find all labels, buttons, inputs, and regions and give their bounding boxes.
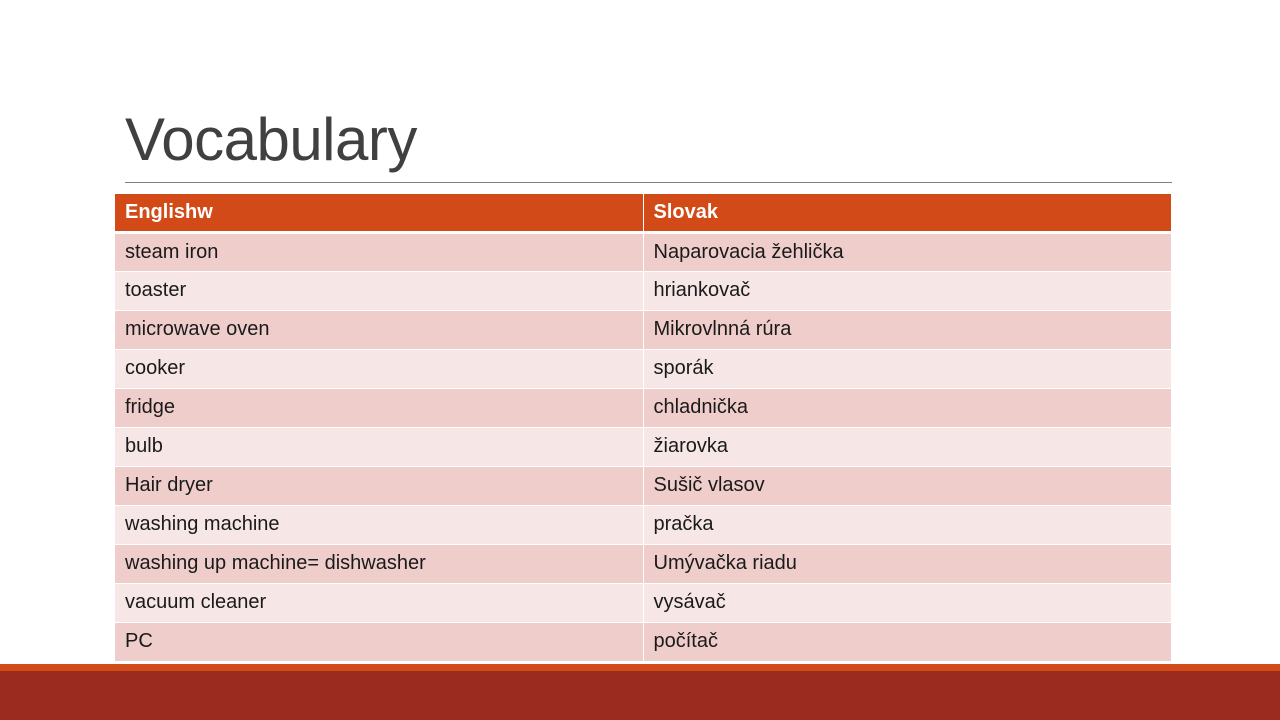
english-cell: PC <box>115 622 644 662</box>
header-english: Englishw <box>115 194 644 234</box>
slovak-cell: Sušič vlasov <box>643 466 1172 506</box>
slovak-cell: hriankovač <box>643 271 1172 311</box>
slovak-cell: vysávač <box>643 583 1172 623</box>
slovak-cell: chladnička <box>643 388 1172 428</box>
english-cell: Hair dryer <box>115 466 644 506</box>
table-row: washing up machine= dishwasher Umývačka … <box>115 544 1172 584</box>
title-divider <box>125 182 1172 183</box>
vocabulary-table: Englishw Slovak steam iron Naparovacia ž… <box>115 194 1172 662</box>
table-row: vacuum cleaner vysávač <box>115 583 1172 623</box>
english-cell: fridge <box>115 388 644 428</box>
table-row: PC počítač <box>115 622 1172 662</box>
english-cell: vacuum cleaner <box>115 583 644 623</box>
table-row: fridge chladnička <box>115 388 1172 428</box>
table-row: steam iron Naparovacia žehlička <box>115 232 1172 272</box>
table-row: washing machine pračka <box>115 505 1172 545</box>
english-cell: washing up machine= dishwasher <box>115 544 644 584</box>
table-header-row: Englishw Slovak <box>115 194 1172 234</box>
slovak-cell: Umývačka riadu <box>643 544 1172 584</box>
table-row: microwave oven Mikrovlnná rúra <box>115 310 1172 350</box>
slovak-cell: počítač <box>643 622 1172 662</box>
english-cell: steam iron <box>115 232 644 272</box>
slovak-cell: žiarovka <box>643 427 1172 467</box>
english-cell: washing machine <box>115 505 644 545</box>
slide-title: Vocabulary <box>125 106 417 173</box>
english-cell: toaster <box>115 271 644 311</box>
header-slovak: Slovak <box>643 194 1172 234</box>
slovak-cell: Naparovacia žehlička <box>643 232 1172 272</box>
slovak-cell: pračka <box>643 505 1172 545</box>
footer-accent-stripe <box>0 664 1280 671</box>
slovak-cell: sporák <box>643 349 1172 389</box>
slovak-cell: Mikrovlnná rúra <box>643 310 1172 350</box>
table-row: cooker sporák <box>115 349 1172 389</box>
english-cell: bulb <box>115 427 644 467</box>
table-row: Hair dryer Sušič vlasov <box>115 466 1172 506</box>
english-cell: cooker <box>115 349 644 389</box>
table-row: bulb žiarovka <box>115 427 1172 467</box>
footer-band <box>0 664 1280 720</box>
table-row: toaster hriankovač <box>115 271 1172 311</box>
english-cell: microwave oven <box>115 310 644 350</box>
